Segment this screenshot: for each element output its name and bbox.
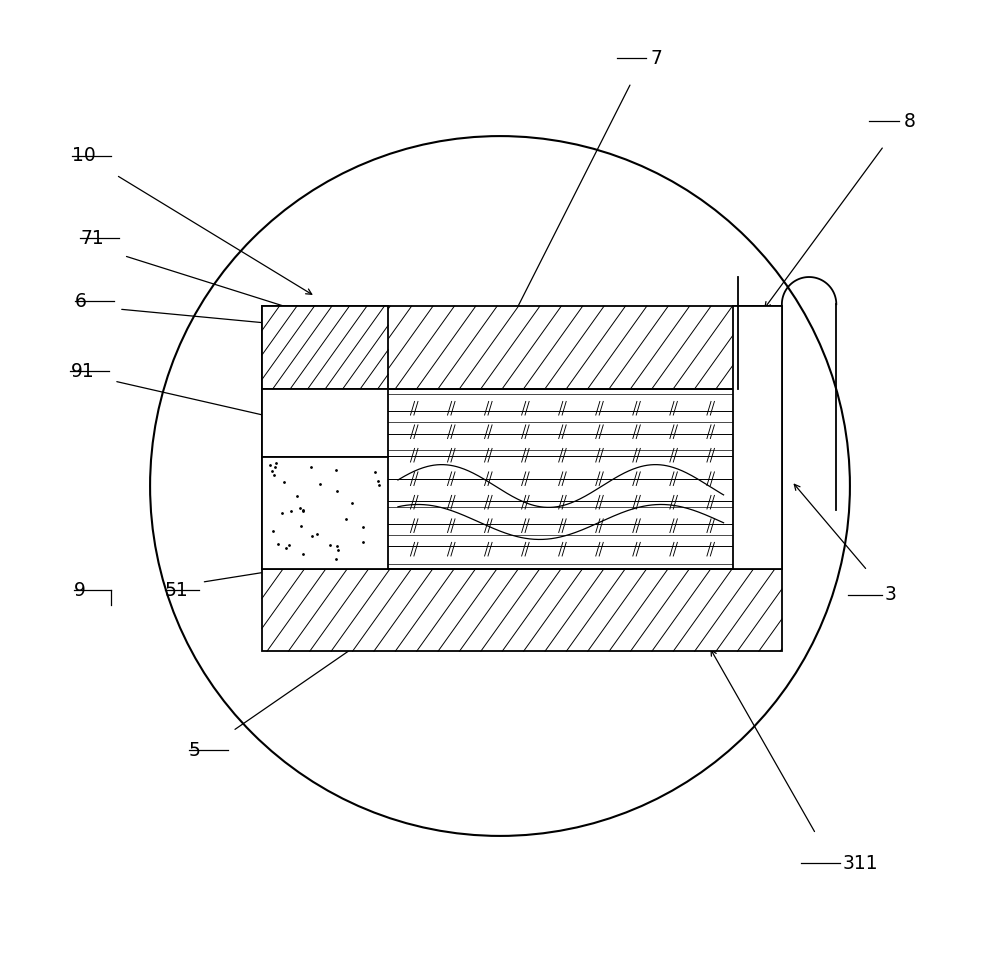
Text: 51: 51 [165, 580, 188, 600]
Text: 9: 9 [74, 580, 86, 600]
Bar [733, 306, 782, 569]
Bar [262, 306, 388, 389]
Text: 7: 7 [651, 49, 663, 68]
Bar [262, 457, 388, 569]
Bar [262, 389, 388, 457]
Bar [262, 389, 782, 569]
Bar [262, 569, 782, 651]
Text: 71: 71 [80, 228, 104, 248]
Text: 8: 8 [903, 112, 915, 131]
Text: 10: 10 [72, 146, 96, 165]
Text: 5: 5 [189, 741, 201, 760]
Text: 311: 311 [842, 853, 878, 873]
Bar [262, 306, 782, 389]
Text: 3: 3 [885, 585, 897, 605]
Text: 91: 91 [70, 362, 94, 381]
Text: 6: 6 [75, 292, 87, 311]
